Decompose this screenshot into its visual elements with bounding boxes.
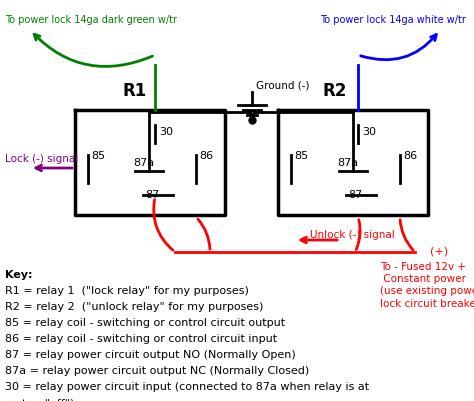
Text: 87a: 87a	[337, 158, 358, 168]
Text: 86: 86	[199, 151, 213, 161]
Text: To - Fused 12v +: To - Fused 12v +	[380, 262, 466, 272]
Text: Ground (-): Ground (-)	[256, 80, 310, 90]
Text: 87: 87	[145, 190, 159, 200]
Text: 30 = relay power circuit input (connected to 87a when relay is at: 30 = relay power circuit input (connecte…	[5, 382, 369, 392]
Text: 87a = relay power circuit output NC (Normally Closed): 87a = relay power circuit output NC (Nor…	[5, 366, 309, 376]
Text: lock circuit breaker?): lock circuit breaker?)	[380, 298, 474, 308]
Text: R2 = relay 2  ("unlock relay" for my purposes): R2 = relay 2 ("unlock relay" for my purp…	[5, 302, 264, 312]
Text: 86 = relay coil - switching or control circuit input: 86 = relay coil - switching or control c…	[5, 334, 277, 344]
Text: To power lock 14ga white w/tr: To power lock 14ga white w/tr	[320, 15, 466, 25]
Text: 87: 87	[348, 190, 362, 200]
Text: 85: 85	[91, 151, 105, 161]
Text: (+): (+)	[430, 247, 448, 257]
Text: 86: 86	[403, 151, 417, 161]
Text: 30: 30	[159, 127, 173, 137]
Text: 85: 85	[294, 151, 308, 161]
Text: Unlock (-) signal: Unlock (-) signal	[310, 230, 395, 240]
Text: Constant power: Constant power	[380, 274, 466, 284]
Text: 87 = relay power circuit output NO (Normally Open): 87 = relay power circuit output NO (Norm…	[5, 350, 296, 360]
Text: 87a: 87a	[133, 158, 154, 168]
Text: Lock (-) signal: Lock (-) signal	[5, 154, 78, 164]
Text: 30: 30	[362, 127, 376, 137]
Text: (use existing power: (use existing power	[380, 286, 474, 296]
Text: R2: R2	[323, 82, 347, 100]
Text: R1: R1	[123, 82, 147, 100]
Text: 85 = relay coil - switching or control circuit output: 85 = relay coil - switching or control c…	[5, 318, 285, 328]
Text: To power lock 14ga dark green w/tr: To power lock 14ga dark green w/tr	[5, 15, 177, 25]
Text: R1 = relay 1  ("lock relay" for my purposes): R1 = relay 1 ("lock relay" for my purpos…	[5, 286, 249, 296]
Text: rest or "off"): rest or "off")	[5, 398, 74, 401]
Text: Key:: Key:	[5, 270, 33, 280]
